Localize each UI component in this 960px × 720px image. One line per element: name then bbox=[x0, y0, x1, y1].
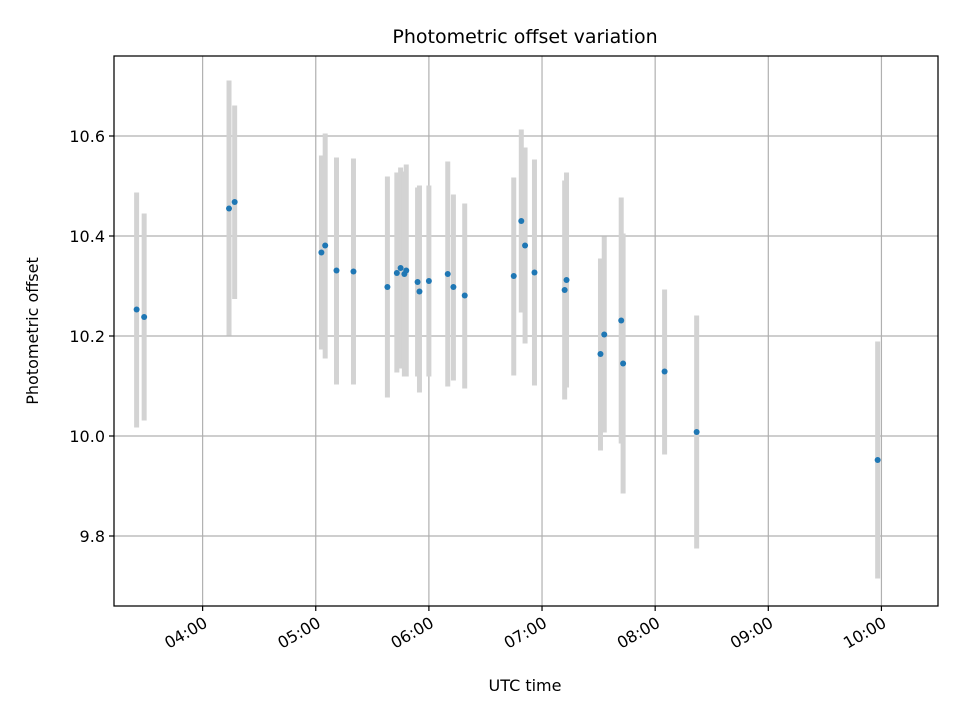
data-point bbox=[597, 351, 604, 357]
data-point bbox=[403, 267, 410, 274]
data-point bbox=[384, 284, 391, 290]
data-point bbox=[450, 284, 457, 290]
data-point bbox=[693, 429, 700, 435]
data-point bbox=[444, 271, 451, 277]
y-tick-label: 10.0 bbox=[69, 427, 105, 446]
y-tick-label: 9.8 bbox=[80, 527, 105, 546]
data-point bbox=[133, 306, 140, 313]
data-point bbox=[518, 218, 525, 224]
data-point bbox=[620, 360, 627, 367]
data-points bbox=[133, 199, 881, 463]
data-point bbox=[461, 292, 468, 299]
data-point bbox=[333, 267, 340, 274]
data-point bbox=[350, 268, 357, 275]
data-point bbox=[318, 249, 325, 256]
data-point bbox=[322, 242, 329, 249]
data-point bbox=[510, 273, 517, 279]
data-point bbox=[661, 368, 668, 375]
data-point bbox=[416, 288, 423, 295]
data-point bbox=[561, 287, 568, 293]
data-point bbox=[874, 457, 881, 463]
data-point bbox=[618, 317, 625, 324]
data-point bbox=[226, 205, 233, 212]
data-point bbox=[397, 265, 404, 271]
data-point bbox=[414, 279, 421, 285]
data-point bbox=[393, 270, 400, 276]
chart-title: Photometric offset variation bbox=[392, 26, 657, 48]
data-point bbox=[601, 331, 608, 338]
y-tick-label: 10.6 bbox=[69, 127, 105, 146]
data-point bbox=[531, 269, 538, 276]
x-axis-label: UTC time bbox=[489, 676, 562, 695]
y-axis-label: Photometric offset bbox=[23, 257, 42, 405]
y-tick-label: 10.2 bbox=[69, 327, 105, 346]
data-point bbox=[231, 199, 238, 205]
y-tick-label: 10.4 bbox=[69, 227, 105, 246]
y-axis: 9.8 10.0 10.2 10.4 10.6 bbox=[69, 127, 114, 546]
data-point bbox=[425, 278, 432, 284]
data-point bbox=[563, 277, 570, 283]
data-point bbox=[522, 242, 529, 249]
plot-frame bbox=[113, 55, 939, 607]
data-point bbox=[141, 314, 148, 320]
